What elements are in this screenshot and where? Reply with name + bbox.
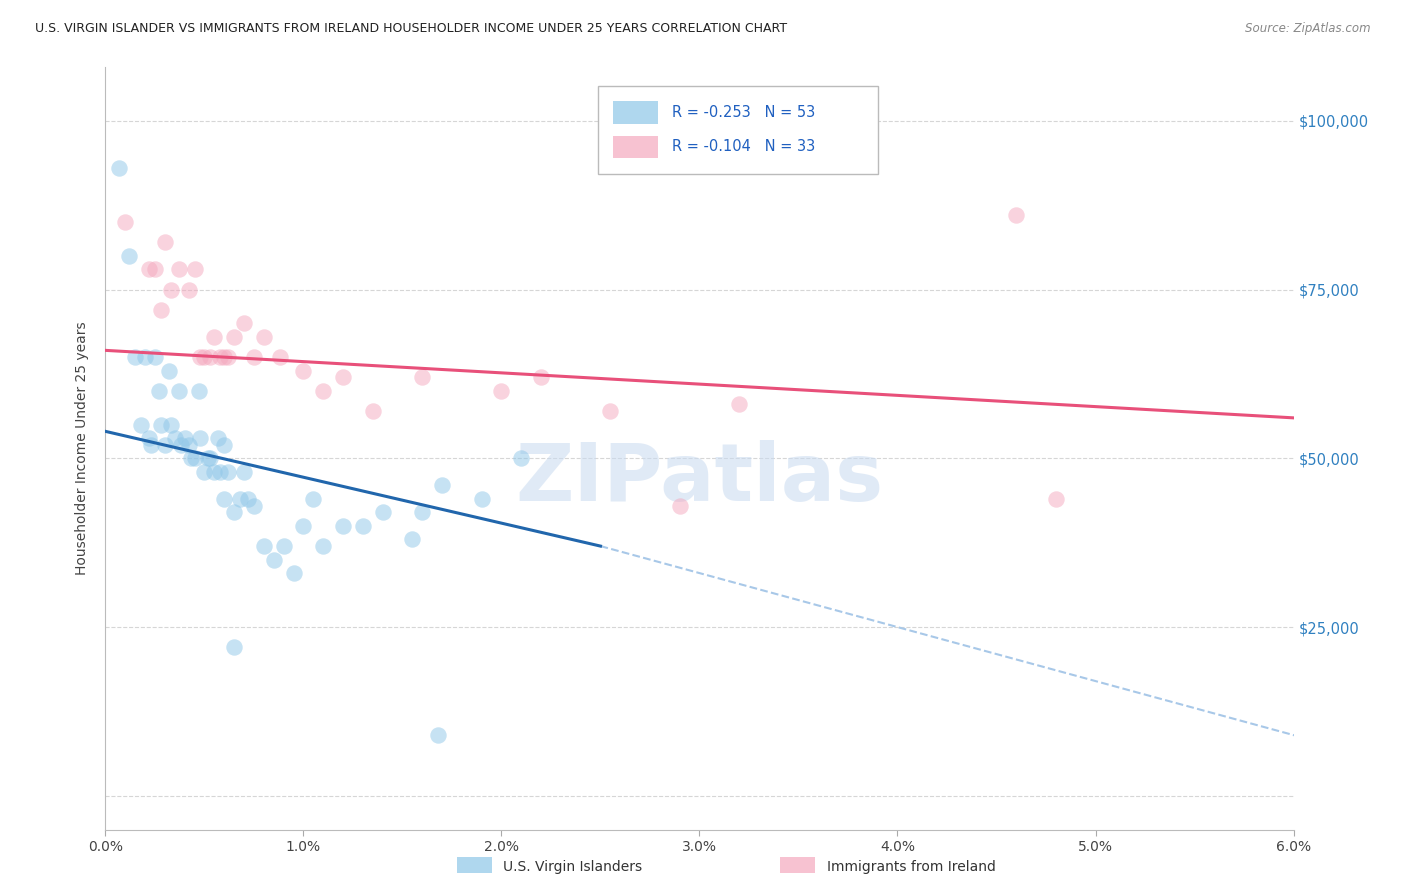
Point — [180, 451, 202, 466]
Point — [183, 451, 205, 466]
Point — [361, 404, 384, 418]
Bar — [613, 136, 658, 159]
Point — [108, 161, 131, 175]
Point — [167, 262, 190, 277]
Point — [209, 465, 232, 479]
Point — [352, 519, 374, 533]
Point — [159, 417, 181, 432]
Point — [190, 350, 212, 364]
Point — [202, 330, 225, 344]
Point — [312, 539, 335, 553]
Point — [118, 249, 141, 263]
Point — [302, 491, 325, 506]
Point — [224, 505, 246, 519]
Point — [177, 438, 200, 452]
Point — [530, 370, 553, 384]
Point — [183, 262, 205, 277]
Point — [1005, 208, 1028, 222]
Point — [177, 283, 200, 297]
Point — [243, 350, 266, 364]
Point — [187, 384, 209, 398]
Point — [224, 330, 246, 344]
Point — [193, 465, 215, 479]
Point — [224, 640, 246, 655]
Bar — [613, 101, 658, 124]
Point — [170, 438, 193, 452]
Point — [243, 499, 266, 513]
Point — [253, 539, 276, 553]
Point — [427, 728, 450, 742]
Point — [134, 350, 156, 364]
Point — [173, 431, 195, 445]
Point — [214, 350, 236, 364]
Point — [273, 539, 295, 553]
Point — [471, 491, 494, 506]
Point — [599, 404, 621, 418]
Point — [283, 566, 305, 580]
Text: Source: ZipAtlas.com: Source: ZipAtlas.com — [1246, 22, 1371, 36]
Text: U.S. Virgin Islanders: U.S. Virgin Islanders — [503, 860, 643, 874]
Point — [190, 431, 212, 445]
Point — [233, 465, 256, 479]
Point — [728, 397, 751, 411]
Y-axis label: Householder Income Under 25 years: Householder Income Under 25 years — [76, 321, 90, 575]
Point — [149, 417, 172, 432]
Point — [510, 451, 533, 466]
Point — [138, 431, 160, 445]
Text: Immigrants from Ireland: Immigrants from Ireland — [827, 860, 995, 874]
Point — [411, 505, 433, 519]
Point — [491, 384, 513, 398]
Point — [292, 519, 315, 533]
Point — [148, 384, 170, 398]
Point — [236, 491, 259, 506]
FancyBboxPatch shape — [599, 86, 877, 174]
Point — [209, 350, 232, 364]
Text: ZIPatlas: ZIPatlas — [516, 440, 883, 517]
Point — [159, 283, 181, 297]
Point — [233, 317, 256, 331]
Point — [430, 478, 453, 492]
Point — [207, 431, 229, 445]
Text: R = -0.104   N = 33: R = -0.104 N = 33 — [672, 139, 815, 154]
Point — [202, 465, 225, 479]
Text: R = -0.253   N = 53: R = -0.253 N = 53 — [672, 105, 815, 120]
Point — [124, 350, 146, 364]
Point — [668, 499, 690, 513]
Point — [312, 384, 335, 398]
Point — [1045, 491, 1067, 506]
Point — [269, 350, 291, 364]
Point — [143, 262, 166, 277]
Point — [138, 262, 160, 277]
Point — [129, 417, 152, 432]
Point — [371, 505, 394, 519]
Point — [139, 438, 162, 452]
Point — [253, 330, 276, 344]
Point — [157, 363, 180, 377]
Point — [217, 465, 239, 479]
Point — [229, 491, 252, 506]
Point — [332, 370, 354, 384]
Point — [197, 451, 219, 466]
Point — [114, 215, 136, 229]
Bar — [780, 857, 815, 873]
Point — [200, 451, 222, 466]
Point — [411, 370, 433, 384]
Point — [263, 552, 285, 566]
Point — [143, 350, 166, 364]
Point — [167, 384, 190, 398]
Point — [200, 350, 222, 364]
Point — [292, 363, 315, 377]
Bar — [457, 857, 492, 873]
Point — [214, 491, 236, 506]
Point — [163, 431, 186, 445]
Point — [332, 519, 354, 533]
Text: U.S. VIRGIN ISLANDER VS IMMIGRANTS FROM IRELAND HOUSEHOLDER INCOME UNDER 25 YEAR: U.S. VIRGIN ISLANDER VS IMMIGRANTS FROM … — [35, 22, 787, 36]
Point — [149, 302, 172, 317]
Point — [153, 438, 176, 452]
Point — [214, 438, 236, 452]
Point — [153, 235, 176, 250]
Point — [217, 350, 239, 364]
Point — [401, 533, 423, 547]
Point — [193, 350, 215, 364]
